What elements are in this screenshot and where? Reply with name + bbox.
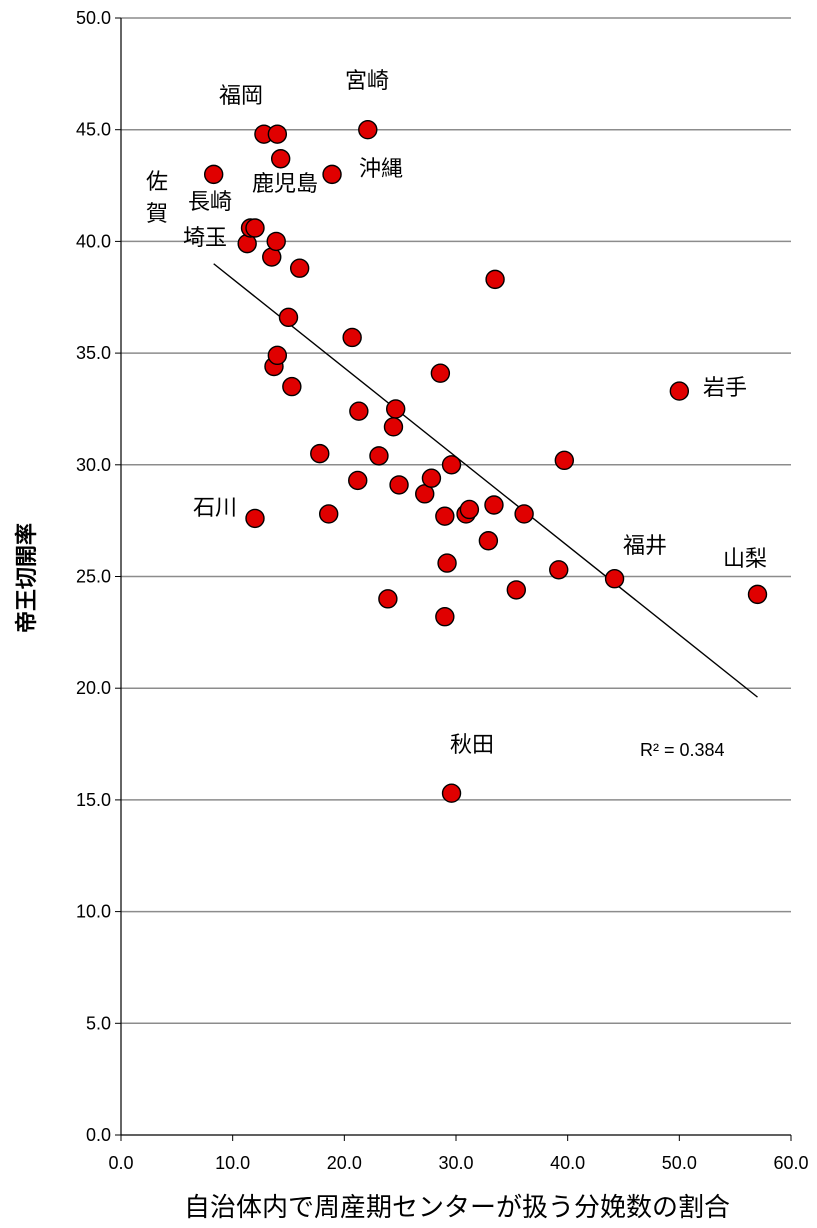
data-point	[484, 495, 504, 515]
y-tick-label: 50.0	[76, 8, 111, 28]
r-squared-label: R² = 0.384	[640, 740, 725, 760]
y-tick-label: 25.0	[76, 567, 111, 587]
point-label: 埼玉	[183, 226, 227, 251]
x-tick-labels: 0.0 10.0 20.0 30.0 40.0 50.0 60.0	[108, 1153, 808, 1173]
y-tick-label: 20.0	[76, 678, 111, 698]
data-point	[342, 327, 362, 348]
point-label: 福井	[623, 534, 667, 559]
point-label: 岩手	[703, 376, 747, 401]
x-tick-label: 60.0	[773, 1153, 808, 1173]
x-tick-label: 30.0	[438, 1153, 473, 1173]
data-point	[289, 258, 310, 278]
data-point	[554, 450, 575, 471]
trendline	[213, 263, 758, 698]
data-point	[514, 504, 534, 524]
point-label: 山梨	[723, 547, 767, 572]
data-point	[485, 269, 505, 290]
data-point	[747, 584, 768, 605]
data-point	[421, 468, 442, 488]
y-tick-label: 45.0	[76, 120, 111, 140]
data-point	[506, 580, 526, 600]
data-point	[478, 531, 499, 551]
y-tick-label: 10.0	[76, 902, 111, 922]
y-tick-labels: 0.0 5.0 10.0 15.0 20.0 25.0 30.0 35.0 40.0 45.0 50…	[76, 8, 111, 1145]
data-point	[441, 455, 462, 475]
data-point	[266, 231, 286, 252]
y-axis-title: 帝王切開率	[14, 523, 40, 633]
x-axis-title: 自治体内で周産期センターが扱う分娩数の割合	[184, 1193, 730, 1223]
x-tick-label: 20.0	[327, 1153, 362, 1173]
data-point	[386, 399, 406, 419]
data-point	[549, 560, 569, 580]
x-tick-label: 40.0	[550, 1153, 585, 1173]
data-point	[378, 589, 398, 609]
point-label: 鹿児島	[252, 172, 318, 197]
point-label: 長崎	[188, 190, 232, 215]
data-point	[459, 499, 480, 520]
data-point	[322, 164, 342, 185]
data-point	[349, 401, 369, 421]
trendline-segment	[213, 263, 758, 698]
data-point	[310, 443, 330, 464]
point-label: 宮崎	[345, 69, 389, 94]
data-point	[369, 446, 389, 466]
data-point	[348, 470, 368, 491]
data-point	[319, 504, 339, 524]
data-point	[435, 506, 455, 526]
point-label: 福岡	[219, 84, 263, 109]
point-label: 佐賀	[146, 170, 168, 227]
data-point	[383, 417, 404, 437]
data-point	[282, 376, 302, 397]
data-point	[270, 149, 291, 169]
y-tick-label: 30.0	[76, 455, 111, 475]
data-point	[245, 218, 265, 238]
x-tick-label: 10.0	[215, 1153, 250, 1173]
data-point	[389, 475, 409, 495]
data-point	[430, 363, 451, 383]
y-tick-label: 15.0	[76, 790, 111, 810]
data-point	[435, 607, 455, 627]
y-tick-label: 40.0	[76, 231, 111, 251]
data-point	[245, 508, 265, 529]
data-point	[604, 569, 625, 589]
x-tick-label: 50.0	[662, 1153, 697, 1173]
data-points	[203, 119, 768, 803]
point-label: 秋田	[450, 733, 494, 758]
y-tick-label: 35.0	[76, 343, 111, 363]
data-point	[358, 119, 378, 140]
data-point	[203, 164, 224, 185]
y-tick-label: 0.0	[86, 1125, 111, 1145]
data-point	[669, 381, 690, 401]
data-point	[441, 783, 462, 803]
x-tick-label: 0.0	[108, 1153, 133, 1173]
data-point	[437, 553, 457, 573]
y-tick-label: 5.0	[86, 1013, 111, 1033]
point-label: 沖縄	[359, 157, 403, 182]
axes	[115, 17, 792, 1141]
data-point	[267, 345, 288, 366]
data-point	[267, 124, 288, 144]
point-label: 石川	[193, 496, 237, 521]
data-point	[278, 307, 299, 328]
